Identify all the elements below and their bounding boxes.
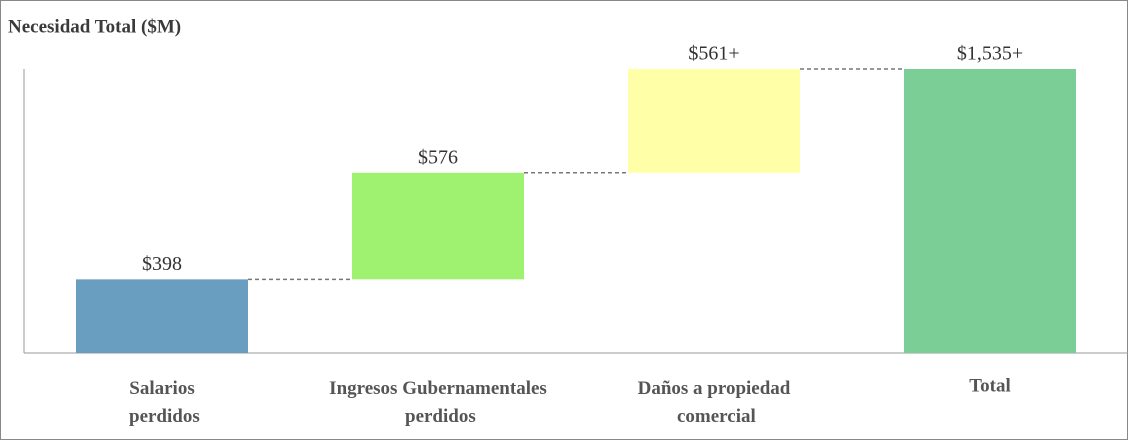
x-tick-label: Total — [969, 375, 1011, 396]
bar — [76, 279, 248, 353]
value-label: $1,535+ — [957, 43, 1023, 65]
value-label: $398 — [142, 253, 182, 275]
value-label: $576 — [418, 146, 458, 168]
x-tick-label: Ingresos Gubernamentales perdidos — [329, 378, 547, 427]
x-tick-label: Daños a propiedad comercial — [638, 378, 791, 427]
bar — [904, 69, 1076, 353]
bar — [628, 69, 800, 173]
value-label: $561+ — [688, 43, 739, 65]
x-tick-label: Salarios perdidos — [124, 378, 200, 427]
chart-title: Necesidad Total ($M) — [8, 16, 181, 37]
bar — [352, 172, 524, 280]
